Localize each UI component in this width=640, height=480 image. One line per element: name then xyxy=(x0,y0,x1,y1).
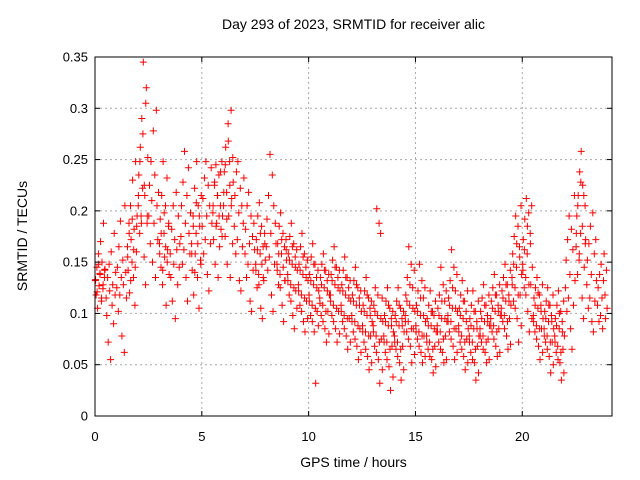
y-tick-label: 0.2 xyxy=(70,203,88,218)
plot-border xyxy=(94,56,613,417)
x-tick-label: 10 xyxy=(301,429,315,444)
x-axis-label: GPS time / hours xyxy=(300,454,407,470)
x-tick-label: 0 xyxy=(91,429,98,444)
y-tick-label: 0.05 xyxy=(63,357,88,372)
y-tick-label: 0.1 xyxy=(70,306,88,321)
y-tick-label: 0.25 xyxy=(63,152,88,167)
y-tick-label: 0.35 xyxy=(63,50,88,65)
data-points xyxy=(91,58,611,394)
y-tick-label: 0.3 xyxy=(70,101,88,116)
x-tick-label: 15 xyxy=(408,429,422,444)
chart-title: Day 293 of 2023, SRMTID for receiver ali… xyxy=(222,16,485,32)
y-tick-label: 0.15 xyxy=(63,255,88,270)
x-tick-label: 5 xyxy=(198,429,205,444)
x-tick-label: 20 xyxy=(515,429,529,444)
y-tick-label: 0 xyxy=(81,409,88,424)
